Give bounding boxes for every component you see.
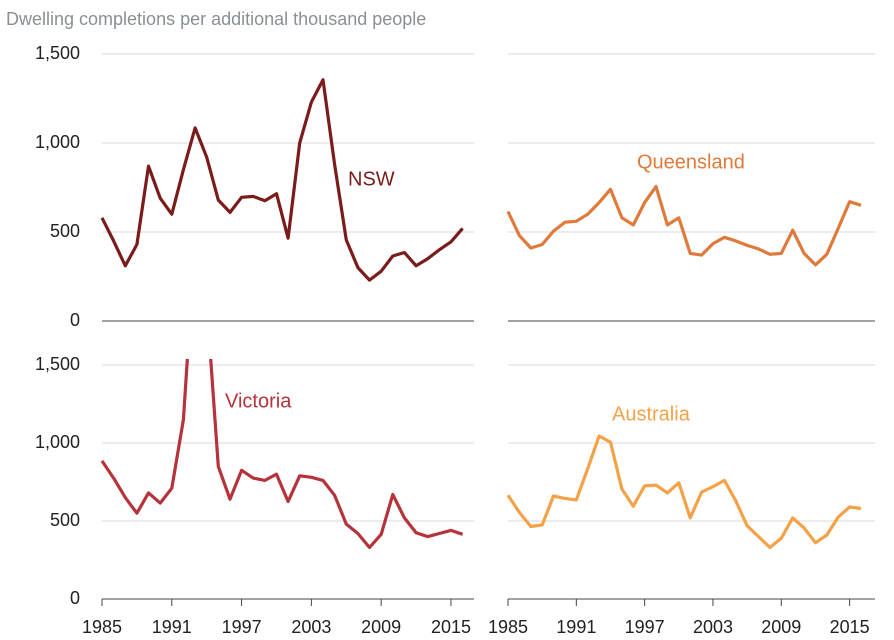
y-tick-label: 1,000: [35, 432, 80, 452]
y-tick-label: 500: [50, 510, 80, 530]
series-line: [100, 78, 464, 282]
x-tick-label: 2003: [291, 617, 331, 637]
series-label: Australia: [612, 403, 691, 425]
x-tick-label: 2003: [693, 617, 733, 637]
series-label: Queensland: [637, 151, 745, 173]
y-tick-label: 1,000: [35, 132, 80, 152]
series-line: [506, 434, 862, 550]
x-tick-label: 2015: [431, 617, 471, 637]
chart-title: Dwelling completions per additional thou…: [6, 9, 426, 29]
y-tick-label: 1,500: [35, 354, 80, 374]
series-line: [506, 185, 862, 267]
x-tick-label: 1997: [625, 617, 665, 637]
y-tick-label: 0: [70, 310, 80, 330]
x-tick-label: 2015: [830, 617, 870, 637]
x-tick-label: 1985: [82, 617, 122, 637]
x-tick-label: 1991: [556, 617, 596, 637]
x-tick-label: 1991: [152, 617, 192, 637]
y-tick-label: 0: [70, 588, 80, 608]
x-tick-label: 2009: [761, 617, 801, 637]
series-line: [100, 359, 464, 550]
series-label: NSW: [348, 168, 395, 190]
x-tick-label: 2009: [361, 617, 401, 637]
y-tick-label: 500: [50, 221, 80, 241]
x-tick-label: 1997: [222, 617, 262, 637]
x-tick-label: 1985: [488, 617, 528, 637]
series-label: Victoria: [225, 390, 292, 412]
y-tick-label: 1,500: [35, 43, 80, 63]
